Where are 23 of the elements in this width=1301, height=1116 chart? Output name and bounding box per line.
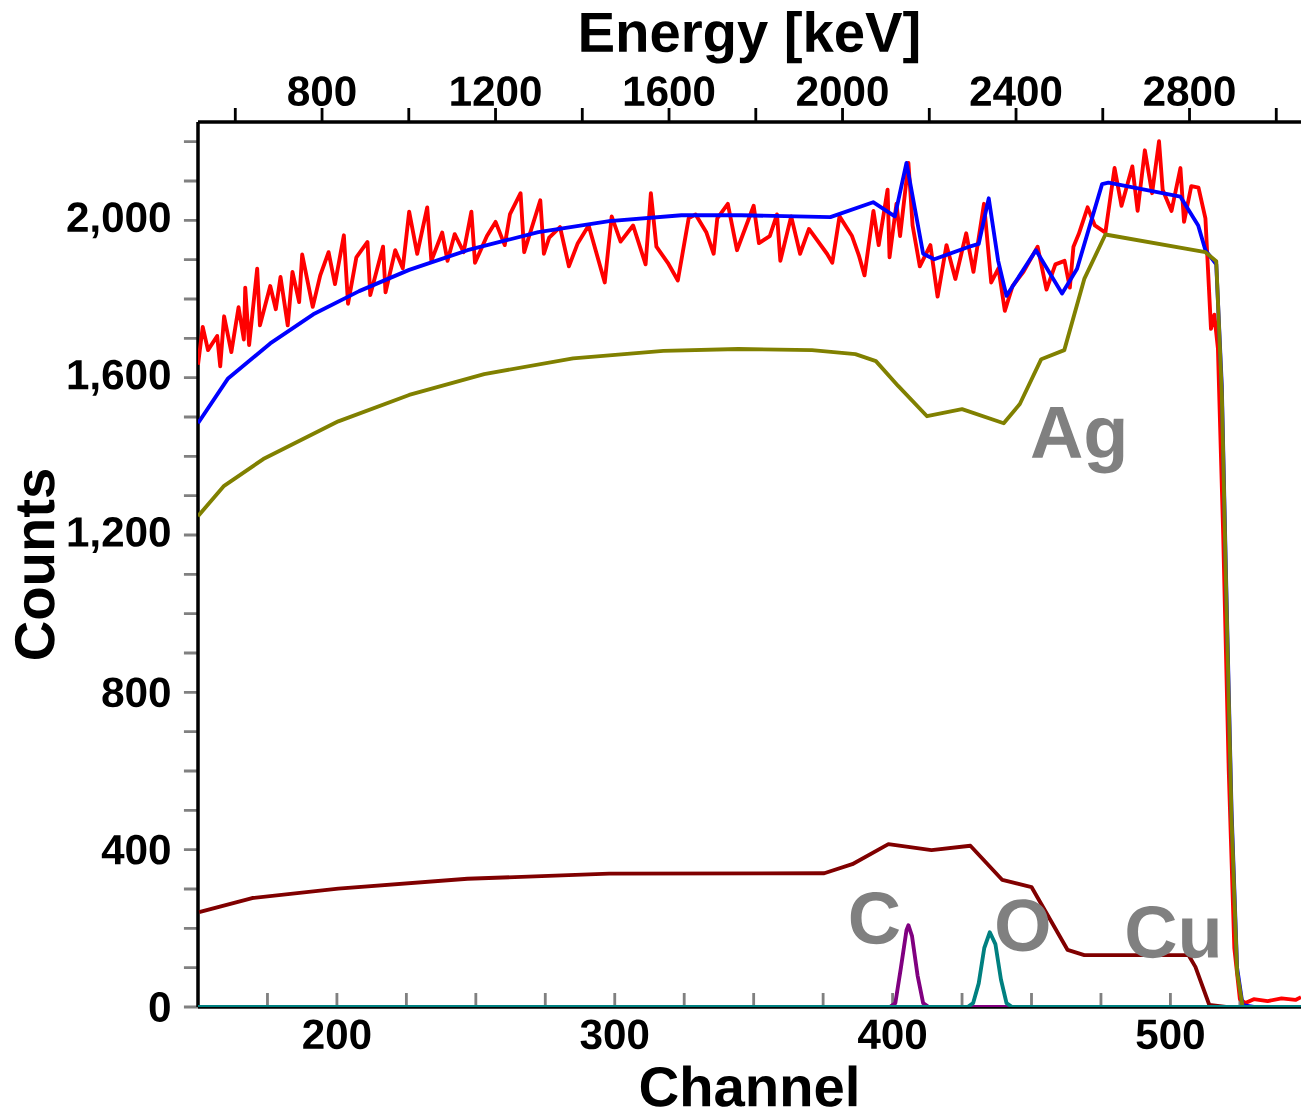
series-label: C <box>850 892 900 945</box>
x2-tick-label: 1600 <box>624 76 715 107</box>
series-label: Ag <box>1031 406 1124 474</box>
x2-tick-label: 2000 <box>797 76 888 107</box>
y-tick-label: 1,600 <box>68 359 170 396</box>
x-tick-label: 400 <box>858 1019 927 1050</box>
y-tick-label: 2,000 <box>67 202 170 239</box>
x-tick-label: 500 <box>1136 1019 1204 1050</box>
x2-axis-title: Energy [keV] <box>581 10 919 64</box>
series-label: O <box>997 899 1049 952</box>
x2-tick-label: 1200 <box>451 76 541 107</box>
x-tick-label: 300 <box>580 1019 649 1050</box>
x2-tick-label: 800 <box>288 76 356 107</box>
y-tick-label: 400 <box>101 834 170 865</box>
series-label: Cu <box>1127 905 1218 959</box>
x2-tick-label: 2800 <box>1144 76 1235 107</box>
x2-tick-label: 2400 <box>970 76 1062 107</box>
y-tick-label: 800 <box>102 677 170 708</box>
y-tick-label: 1,200 <box>68 517 170 553</box>
x-tick-label: 200 <box>303 1019 371 1050</box>
x-axis-title: Channel <box>640 1065 857 1107</box>
y-tick-label: 0 <box>149 992 170 1022</box>
y-axis-title: Counts <box>14 469 55 660</box>
